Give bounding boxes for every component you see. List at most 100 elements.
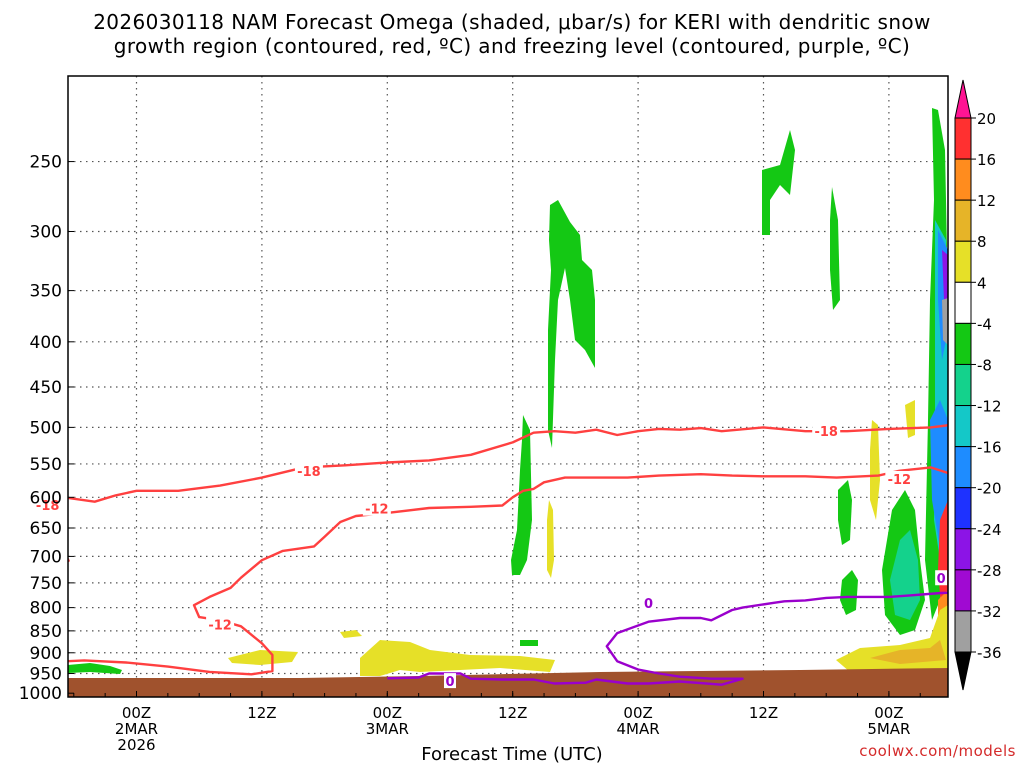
omega-shade-green-jet xyxy=(762,130,795,235)
colorbar-label: -36 xyxy=(977,644,1002,662)
omega-shade-yellow-1 xyxy=(547,500,554,578)
colorbar-label: -32 xyxy=(977,603,1002,621)
colorbar-swatch xyxy=(954,322,972,365)
colorbar-swatch xyxy=(954,199,972,242)
omega-shading xyxy=(68,108,948,676)
x-tick-label: 12Z xyxy=(247,704,276,722)
contour-label: -18 xyxy=(814,425,838,440)
omega-shade-teal-right xyxy=(890,530,920,620)
omega-shade-yellow-5 xyxy=(340,630,362,638)
colorbar-label: -28 xyxy=(977,562,1002,580)
contour-label: -12 xyxy=(365,503,389,518)
contour-label-bg xyxy=(935,570,948,586)
colorbar-label: -4 xyxy=(977,315,992,333)
x-tick-label: 4MAR xyxy=(617,720,660,738)
y-tick-label: 800 xyxy=(30,599,62,619)
omega-shade-green-lower xyxy=(511,415,532,575)
omega-shade-yellow-6 xyxy=(360,640,555,676)
contour-label-bg xyxy=(885,470,914,486)
contour-label: -12 xyxy=(208,618,232,633)
chart-title-line-2: growth region (contoured, red, ºC) and f… xyxy=(113,34,911,58)
omega-shade-yellow-2 xyxy=(870,420,880,520)
omega-shade-green-sfc-west xyxy=(68,663,122,674)
colorbar-swatch xyxy=(954,528,972,571)
omega-shade-yellow-3 xyxy=(905,400,915,438)
contour-label-bg xyxy=(294,462,323,478)
watermark: coolwx.com/models xyxy=(859,742,1016,760)
colorbar-swatch xyxy=(954,610,972,653)
contour-label-bg xyxy=(812,423,841,439)
colorbar-label: -8 xyxy=(977,356,992,374)
omega-shade-yellow-4 xyxy=(228,650,298,665)
contour-label-bg xyxy=(33,496,62,512)
x-tick-label: 00Z xyxy=(373,704,402,722)
contour-label: -12 xyxy=(888,473,912,488)
omega-shade-green-sfc-mid xyxy=(520,640,538,646)
y-tick-label: 1000 xyxy=(19,684,62,704)
x-tick-label: 3MAR xyxy=(366,720,409,738)
omega-shade-green-low2 xyxy=(840,570,858,615)
contour-label-bg xyxy=(642,594,655,610)
contour-label-bg xyxy=(362,500,391,516)
y-tick-label: 700 xyxy=(30,547,62,567)
y-tick-label: 950 xyxy=(30,665,62,685)
y-tick-label: 550 xyxy=(30,455,62,475)
colorbar-top-arrow xyxy=(954,79,972,119)
colorbar-label: -16 xyxy=(977,439,1002,457)
y-tick-label: 400 xyxy=(30,333,62,353)
chart-title-line-1: 2026030118 NAM Forecast Omega (shaded, μ… xyxy=(93,10,931,34)
omega-shade-orange-low xyxy=(870,640,946,664)
colorbar-swatch xyxy=(954,158,972,201)
colorbar-label: -12 xyxy=(977,398,1002,416)
omega-shade-column-grey xyxy=(942,298,948,345)
x-tick-label: 12Z xyxy=(498,704,527,722)
x-tick-label: 2MAR xyxy=(115,720,158,738)
contour-line-freezing_0 xyxy=(387,591,948,686)
terrain-surface xyxy=(68,668,948,697)
colorbar-swatch xyxy=(954,117,972,160)
colorbar-swatch xyxy=(954,569,972,612)
colorbar-label: 8 xyxy=(977,233,987,251)
contour-label-bg xyxy=(206,616,235,632)
y-tick-label: 300 xyxy=(30,222,62,242)
colorbar-swatch xyxy=(954,240,972,283)
colorbar-label: 16 xyxy=(977,151,996,169)
contour-labels: -18 -18 -18 -12 -12 -12 0 0 0 xyxy=(33,423,948,690)
contour-label: -18 xyxy=(36,499,60,514)
colorbar-label: -24 xyxy=(977,521,1002,539)
colorbar: 20 16 12 8 4 -4 -8 -12 -16 -20 -24 -28 -32 -36 xyxy=(954,79,1002,691)
x-tick-label: 12Z xyxy=(749,704,778,722)
grid-lines xyxy=(68,76,948,697)
x-tick-label: 5MAR xyxy=(867,720,910,738)
contour-label-bg xyxy=(444,673,456,689)
omega-shade-green-mid xyxy=(830,187,840,310)
colorbar-swatch xyxy=(954,487,972,530)
omega-shade-column-purple xyxy=(942,250,948,300)
colorbar-label: -20 xyxy=(977,480,1002,498)
x-axis-title: Forecast Time (UTC) xyxy=(421,744,603,765)
x-tick-label: 00Z xyxy=(874,704,903,722)
y-tick-label: 850 xyxy=(30,622,62,642)
y-axis: 2503003504004505005506006507007508008509… xyxy=(19,153,74,704)
omega-shade-core-red xyxy=(938,500,948,620)
y-tick-label: 350 xyxy=(30,282,62,302)
x-tick-label: 00Z xyxy=(623,704,652,722)
y-tick-label: 650 xyxy=(30,519,62,539)
contour-line-dgz_-18 xyxy=(68,424,948,503)
colorbar-swatch xyxy=(954,446,972,489)
colorbar-label: 4 xyxy=(977,274,987,292)
y-tick-label: 500 xyxy=(30,418,62,438)
omega-shade-green-low1 xyxy=(838,480,852,545)
omega-shade-green-upper xyxy=(548,200,595,448)
contour-label: -18 xyxy=(297,465,321,480)
colorbar-label: 12 xyxy=(977,192,996,210)
x-tick-label: 00Z xyxy=(122,704,151,722)
y-tick-label: 600 xyxy=(30,488,62,508)
contour-label: 0 xyxy=(445,675,454,690)
colorbar-swatch xyxy=(954,363,972,407)
colorbar-bottom-arrow xyxy=(954,651,972,691)
y-tick-label: 450 xyxy=(30,378,62,398)
contour-line-dgz_-12 xyxy=(68,466,948,676)
